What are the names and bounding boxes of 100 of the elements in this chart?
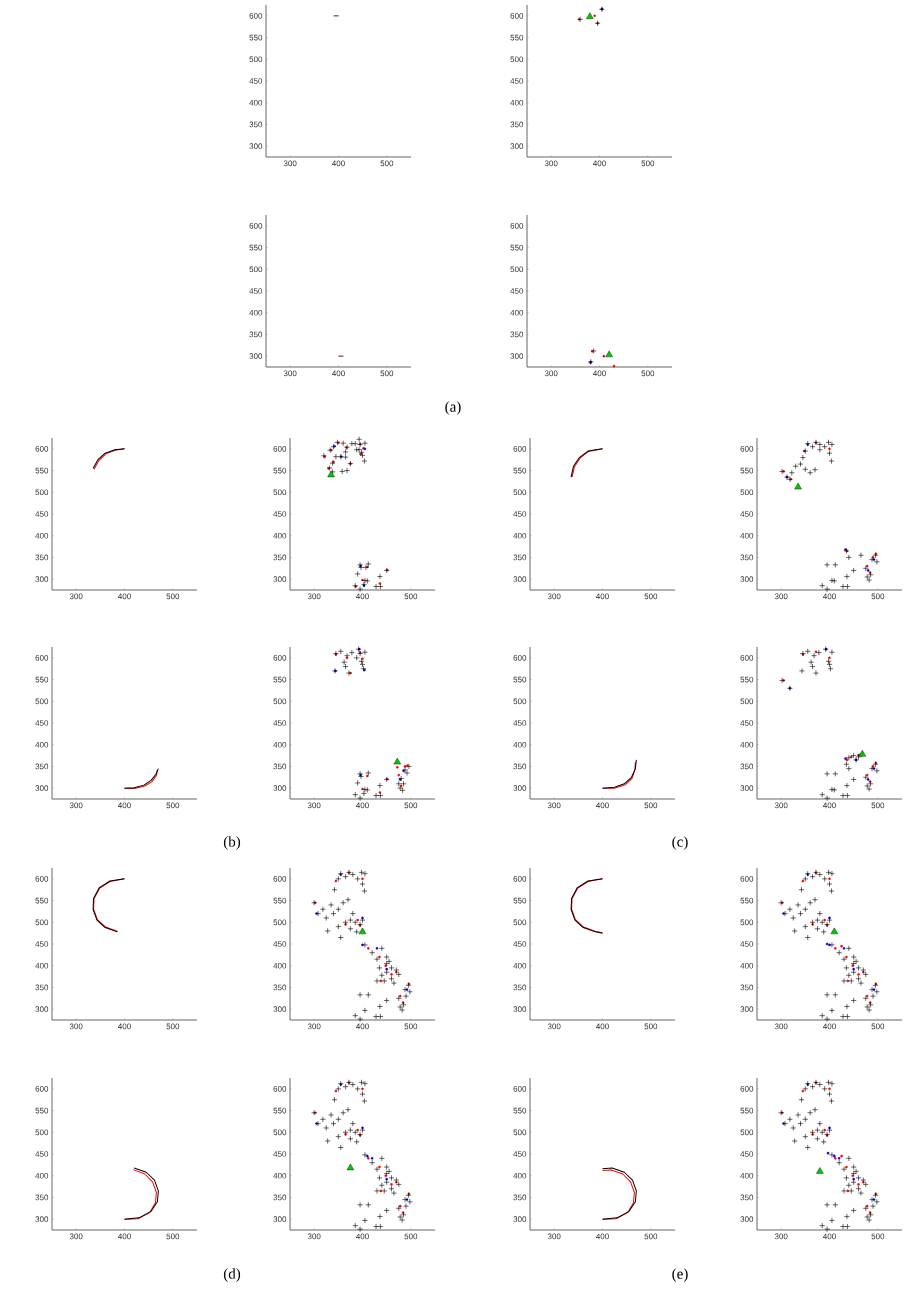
y-tick-label: 550 bbox=[35, 897, 49, 904]
y-tick-label: 400 bbox=[513, 532, 527, 539]
y-tick-label: 500 bbox=[273, 489, 287, 496]
x-tick-label: 500 bbox=[166, 1233, 180, 1240]
x-tick-label: 300 bbox=[69, 1233, 83, 1240]
y-tick-label: 500 bbox=[510, 266, 524, 273]
y-tick-label: 300 bbox=[35, 1216, 49, 1222]
y-tick-label: 600 bbox=[513, 655, 527, 661]
y-tick-label: 300 bbox=[273, 1216, 287, 1222]
y-tick-label: 550 bbox=[513, 897, 527, 904]
x-tick-label: 500 bbox=[404, 593, 418, 600]
y-tick-label: 600 bbox=[35, 446, 49, 452]
y-tick-label: 500 bbox=[35, 489, 49, 496]
x-tick-label: 400 bbox=[118, 1233, 131, 1240]
y-tick-label: 400 bbox=[35, 741, 49, 748]
y-tick-label: 550 bbox=[273, 897, 287, 904]
y-tick-label: 550 bbox=[249, 244, 263, 251]
y-tick-label: 300 bbox=[273, 785, 287, 791]
x-tick-label: 300 bbox=[544, 160, 558, 167]
x-tick-label: 500 bbox=[166, 593, 180, 600]
y-tick-label: 600 bbox=[35, 655, 49, 661]
y-tick-label: 500 bbox=[35, 698, 49, 705]
y-tick-label: 350 bbox=[510, 121, 524, 128]
y-tick-label: 500 bbox=[510, 56, 524, 63]
x-tick-label: 500 bbox=[166, 1023, 180, 1030]
y-tick-label: 400 bbox=[273, 741, 287, 748]
x-tick-label: 500 bbox=[644, 593, 658, 600]
y-tick-label: 400 bbox=[249, 309, 263, 316]
y-tick-label: 450 bbox=[249, 288, 263, 294]
y-tick-label: 350 bbox=[740, 984, 754, 991]
y-tick-label: 450 bbox=[740, 941, 754, 947]
y-tick-label: 600 bbox=[513, 876, 527, 882]
x-tick-label: 400 bbox=[823, 1023, 836, 1030]
x-tick-label: 500 bbox=[871, 802, 885, 809]
y-tick-label: 350 bbox=[513, 1194, 527, 1201]
x-tick-label: 500 bbox=[644, 1233, 658, 1240]
y-tick-label: 500 bbox=[513, 919, 527, 926]
y-tick-label: 350 bbox=[740, 554, 754, 561]
x-tick-label: 400 bbox=[356, 1233, 369, 1240]
y-tick-label: 400 bbox=[273, 532, 287, 539]
x-tick-label: 300 bbox=[283, 370, 297, 377]
x-tick-label: 400 bbox=[596, 593, 609, 600]
y-tick-label: 600 bbox=[740, 1086, 754, 1092]
x-tick-label: 500 bbox=[871, 593, 885, 600]
y-tick-label: 550 bbox=[273, 1107, 287, 1114]
y-tick-label: 350 bbox=[273, 1194, 287, 1201]
y-tick-label: 500 bbox=[740, 1129, 754, 1136]
x-tick-label: 300 bbox=[69, 593, 83, 600]
x-tick-label: 400 bbox=[332, 370, 345, 377]
y-tick-label: 500 bbox=[513, 1129, 527, 1136]
y-tick-label: 450 bbox=[513, 511, 527, 517]
y-tick-label: 300 bbox=[273, 1006, 287, 1012]
y-tick-label: 500 bbox=[273, 698, 287, 705]
x-tick-label: 300 bbox=[307, 593, 321, 600]
x-tick-label: 500 bbox=[641, 160, 655, 167]
y-tick-label: 500 bbox=[740, 698, 754, 705]
y-tick-label: 550 bbox=[740, 676, 754, 683]
y-tick-label: 350 bbox=[273, 984, 287, 991]
y-tick-label: 600 bbox=[740, 655, 754, 661]
y-tick-label: 450 bbox=[273, 511, 287, 517]
y-tick-label: 300 bbox=[740, 1006, 754, 1012]
x-tick-label: 300 bbox=[283, 160, 297, 167]
y-tick-label: 350 bbox=[273, 554, 287, 561]
y-tick-label: 350 bbox=[513, 554, 527, 561]
x-tick-label: 300 bbox=[774, 1233, 788, 1240]
y-tick-label: 450 bbox=[513, 941, 527, 947]
x-tick-label: 400 bbox=[118, 593, 131, 600]
y-tick-label: 450 bbox=[273, 720, 287, 726]
y-tick-label: 400 bbox=[35, 962, 49, 969]
y-tick-label: 300 bbox=[35, 576, 49, 582]
x-tick-label: 400 bbox=[596, 1233, 609, 1240]
y-tick-label: 450 bbox=[740, 511, 754, 517]
y-tick-label: 450 bbox=[249, 78, 263, 84]
y-tick-label: 450 bbox=[740, 720, 754, 726]
y-tick-label: 300 bbox=[510, 353, 524, 359]
y-tick-label: 300 bbox=[249, 143, 263, 149]
y-tick-label: 500 bbox=[273, 1129, 287, 1136]
text: (e) bbox=[672, 1268, 688, 1282]
y-tick-label: 550 bbox=[513, 1107, 527, 1114]
y-tick-label: 550 bbox=[35, 1107, 49, 1114]
x-tick-label: 500 bbox=[644, 802, 658, 809]
x-tick-label: 400 bbox=[596, 1023, 609, 1030]
y-tick-label: 500 bbox=[740, 919, 754, 926]
y-tick-label: 400 bbox=[249, 99, 263, 106]
y-tick-label: 450 bbox=[35, 720, 49, 726]
x-tick-label: 400 bbox=[356, 802, 369, 809]
y-tick-label: 450 bbox=[273, 941, 287, 947]
y-tick-label: 400 bbox=[513, 1172, 527, 1179]
y-tick-label: 600 bbox=[35, 1086, 49, 1092]
y-tick-label: 500 bbox=[35, 919, 49, 926]
y-tick-label: 300 bbox=[513, 785, 527, 791]
y-tick-label: 600 bbox=[740, 876, 754, 882]
x-tick-label: 500 bbox=[380, 370, 394, 377]
y-tick-label: 600 bbox=[510, 223, 524, 229]
y-tick-label: 600 bbox=[273, 655, 287, 661]
y-tick-label: 550 bbox=[510, 34, 524, 41]
y-tick-label: 500 bbox=[513, 698, 527, 705]
x-tick-label: 400 bbox=[593, 370, 606, 377]
y-tick-label: 550 bbox=[740, 897, 754, 904]
x-tick-label: 400 bbox=[332, 160, 345, 167]
